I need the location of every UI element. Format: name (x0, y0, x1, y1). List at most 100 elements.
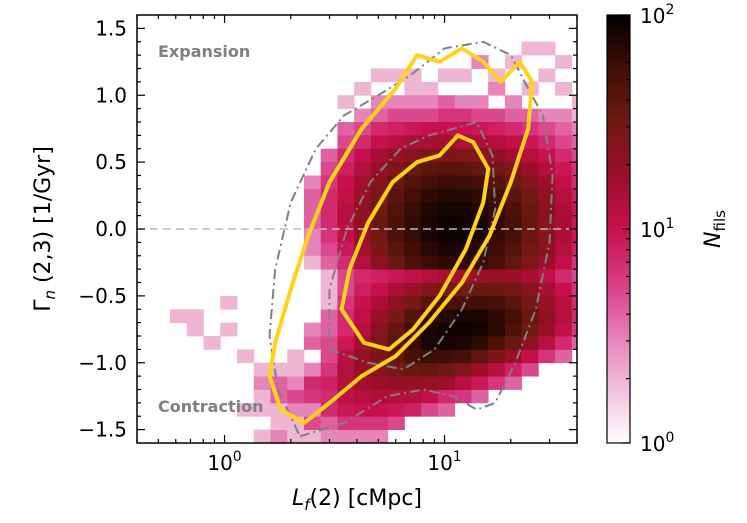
heatmap-cell (370, 215, 389, 230)
heatmap-cell (488, 162, 506, 176)
heatmap-cell (437, 389, 456, 404)
heatmap-cell (454, 175, 472, 190)
colorbar-tick-label: 101 (640, 216, 674, 242)
heatmap-cell (421, 349, 439, 364)
heatmap-cell (488, 362, 506, 377)
heatmap-cell (337, 322, 355, 337)
heatmap-cell (521, 215, 539, 230)
heatmap-cell (488, 282, 506, 297)
heatmap-cell (538, 309, 556, 324)
heatmap-cell (437, 175, 456, 190)
heatmap-cell (421, 202, 439, 217)
y-tick-label: −0.5 (78, 284, 127, 308)
heatmap-cell (555, 162, 573, 176)
heatmap-cell (437, 68, 456, 83)
heatmap-cell (571, 336, 577, 350)
heatmap-cell (538, 202, 556, 217)
heatmap-cell (370, 282, 389, 297)
heatmap-cell (270, 416, 288, 431)
heatmap-cell (504, 95, 523, 110)
heatmap-cell (387, 255, 405, 270)
heatmap-cell (354, 389, 372, 404)
heatmap-cell (454, 95, 472, 110)
heatmap-cell (337, 215, 355, 230)
heatmap-cell (521, 229, 539, 243)
heatmap-cell (589, 242, 606, 256)
heatmap-cell (488, 122, 506, 136)
contour-solid (267, 46, 535, 425)
heatmap-cell (421, 135, 439, 150)
heatmap-cell (236, 402, 255, 417)
heatmap-cell (337, 95, 355, 110)
heatmap-cell (521, 255, 539, 270)
heatmap-cell (337, 188, 355, 203)
heatmap-cell (589, 135, 606, 149)
heatmap-cell (589, 242, 606, 256)
heatmap-cell (186, 309, 204, 324)
heatmap-cell (220, 322, 238, 337)
heatmap-cell (521, 162, 539, 176)
heatmap-cell (521, 148, 539, 163)
heatmap-cell (471, 282, 489, 297)
heatmap-cell (454, 389, 472, 404)
heatmap-cell (488, 242, 506, 257)
heatmap-cell (337, 175, 355, 190)
heatmap-cell (555, 255, 573, 270)
heatmap-cell (404, 282, 422, 297)
heatmap-cell (303, 188, 322, 203)
heatmap-cell (437, 242, 456, 257)
heatmap-cell (589, 323, 606, 337)
heatmap-cell (639, 149, 656, 163)
heatmap-cell (404, 162, 422, 176)
heatmap-cell (538, 41, 556, 56)
heatmap-cell (387, 95, 405, 110)
heatmap-cell (454, 309, 472, 324)
heatmap-cell (370, 322, 389, 337)
heatmap-cell (421, 188, 439, 203)
heatmap-cell (287, 402, 305, 417)
heatmap-cell (471, 95, 489, 110)
x-tick-label: 100 (207, 449, 241, 475)
heatmap-cell (287, 429, 305, 443)
heatmap-cell (370, 162, 389, 176)
heatmap-cell (387, 402, 405, 417)
heatmap-cell (370, 269, 389, 283)
heatmap-cell (521, 309, 539, 324)
heatmap-cell (421, 336, 439, 350)
heatmap-cell (387, 269, 405, 283)
heatmap-cell (421, 255, 439, 270)
heatmap-cell (504, 309, 523, 324)
heatmap-cell (320, 255, 338, 270)
heatmap-cell (555, 229, 573, 243)
heatmap-cell (270, 429, 288, 443)
heatmap-cell (404, 108, 422, 123)
heatmap-cell (220, 295, 238, 310)
heatmap-cell (437, 188, 456, 203)
heatmap-cell (370, 229, 389, 243)
heatmap-cell (555, 309, 573, 324)
heatmap-cell (387, 416, 405, 431)
heatmap-cell (337, 429, 355, 443)
heatmap-cell (421, 95, 439, 110)
heatmap-cell (504, 282, 523, 297)
heatmap-cell (639, 242, 656, 256)
heatmap-cell (589, 283, 606, 297)
heatmap-cell (437, 202, 456, 217)
heatmap-cell (404, 309, 422, 324)
heatmap-cell (538, 242, 556, 257)
heatmap-cell (538, 148, 556, 163)
heatmap-cell (337, 122, 355, 136)
heatmap-cell (555, 295, 573, 310)
heatmap-cell (521, 322, 539, 337)
heatmap-cell (437, 215, 456, 230)
heatmap-cell (354, 135, 372, 150)
heatmap-cell (303, 175, 322, 190)
heatmap-cell (488, 269, 506, 283)
heatmap-cell (303, 376, 322, 390)
heatmap-cell (370, 122, 389, 136)
heatmap-cell (437, 362, 456, 377)
heatmap-cell (538, 322, 556, 337)
x-axis-label: Lf(2) [cMpc] (292, 486, 422, 514)
heatmap-cell (589, 256, 606, 270)
